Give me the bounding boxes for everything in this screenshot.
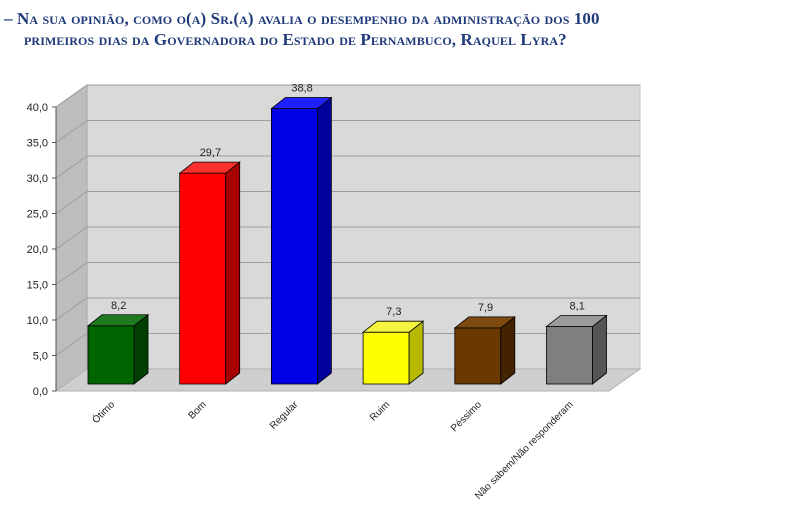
data-label: 8,2: [111, 300, 126, 312]
bar-side: [225, 161, 241, 385]
category-label: Ótimo: [89, 398, 117, 426]
bar-front: [87, 325, 135, 385]
bar: [361, 320, 425, 385]
category-label: Péssimo: [449, 399, 484, 434]
chart-bars: [86, 96, 608, 385]
y-tick-label: 30,0: [27, 173, 48, 185]
bar-top: [178, 161, 241, 174]
category-label: Ruim: [368, 399, 392, 423]
bar-front: [270, 108, 318, 385]
data-label: 8,1: [570, 300, 585, 312]
bar-front: [454, 327, 502, 385]
data-label: 29,7: [200, 147, 221, 159]
y-tick-label: 25,0: [27, 209, 48, 221]
category-label: Regular: [268, 399, 301, 432]
bar-side: [316, 96, 332, 385]
bar: [545, 314, 608, 385]
y-tick-label: 20,0: [27, 244, 48, 256]
bar-front: [546, 326, 593, 385]
bar-side: [500, 316, 516, 385]
bar: [178, 161, 241, 385]
bar: [270, 96, 333, 385]
category-label: Não sabem/Não responderam: [473, 399, 576, 502]
bar-front: [362, 331, 410, 385]
gridline: [55, 226, 640, 250]
gridline: [55, 120, 640, 143]
data-label: 7,3: [386, 306, 401, 318]
data-labels: 8,2 29,7 38,8 7,3 7,9 8,1: [111, 83, 585, 319]
bar-side: [592, 314, 607, 385]
bar-top: [545, 315, 608, 327]
bar-top: [86, 314, 150, 327]
data-label: 7,9: [478, 302, 493, 314]
gridline: [55, 191, 640, 214]
y-tick-label: 10,0: [27, 315, 48, 327]
chart-title-line-2: primeiros dias da Governadora do Estado …: [24, 30, 567, 49]
bar: [453, 316, 516, 385]
y-tick-label: 35,0: [27, 138, 48, 150]
y-axis-ticks: 0,0 5,0 10,0 15,0 20,0 25,0 30,0 35,0 40,0: [27, 102, 57, 398]
category-label: Bom: [187, 399, 209, 421]
data-label: 38,8: [291, 83, 312, 95]
bar: [86, 313, 150, 385]
bar-front: [179, 172, 227, 385]
bar-top: [270, 97, 333, 109]
gridline: [55, 155, 640, 179]
gridline: [55, 297, 640, 321]
bar-top: [453, 316, 516, 329]
gridline: [55, 84, 640, 108]
y-tick-label: 0,0: [33, 386, 48, 398]
gridline: [55, 262, 640, 285]
y-tick-label: 40,0: [27, 102, 48, 114]
y-tick-label: 5,0: [33, 351, 48, 363]
bar-side: [133, 313, 149, 385]
bar-top: [361, 320, 425, 333]
chart-title: – Na sua opinião, como o(a) Sr.(a) avali…: [4, 8, 790, 50]
chart-title-line-1: – Na sua opinião, como o(a) Sr.(a) avali…: [4, 9, 600, 28]
y-tick-label: 15,0: [27, 280, 48, 292]
